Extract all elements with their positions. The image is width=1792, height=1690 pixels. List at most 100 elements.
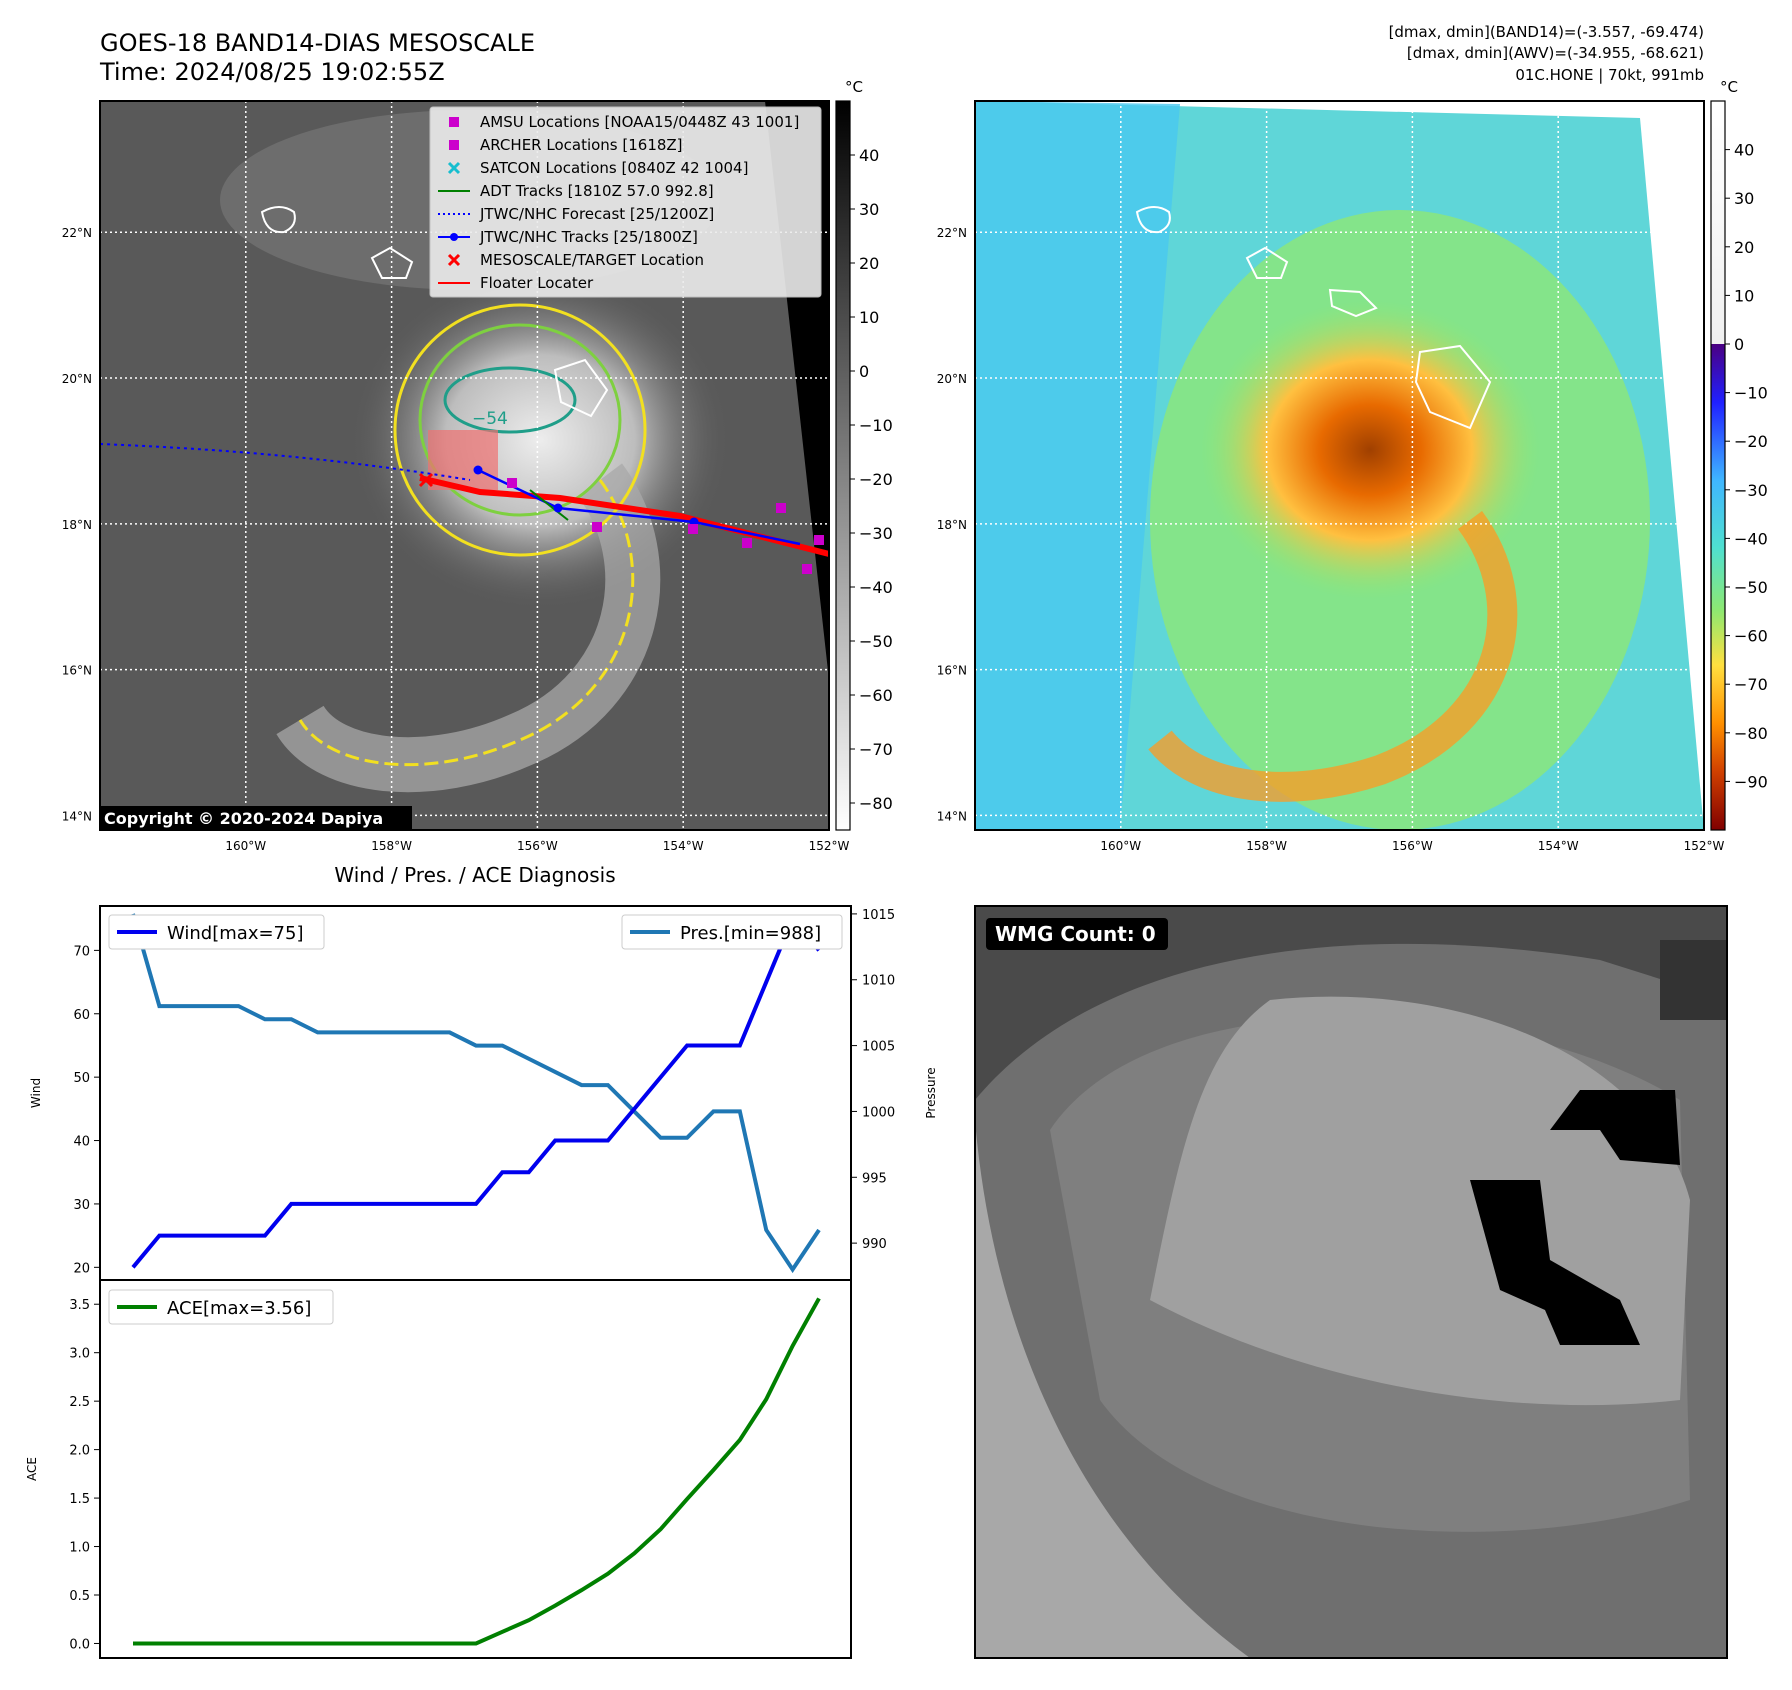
jtwc-track-point — [473, 465, 483, 475]
storm-cloud-mass — [350, 270, 730, 610]
colorbar-tick-label: −70 — [859, 740, 893, 759]
lon-tick-label: 160°W — [225, 839, 266, 853]
colorbar-tick-label: −80 — [859, 794, 893, 813]
legend-item-label: SATCON Locations [0840Z 42 1004] — [480, 159, 748, 177]
lon-tick-label: 152°W — [809, 839, 850, 853]
wmg-eye-black-small — [1550, 1090, 1680, 1165]
archer-location-marker — [742, 538, 752, 548]
legend-box — [429, 106, 822, 298]
pressure-axis-label: Pressure — [924, 1067, 938, 1118]
copyright-text: Copyright © 2020-2024 Dapiya — [104, 809, 383, 828]
colorbar-tick-label: 30 — [1734, 189, 1754, 208]
colorbar-tick-label: 0 — [1734, 335, 1744, 354]
archer-location-marker — [592, 522, 602, 532]
lon-tick-label: 156°W — [517, 839, 558, 853]
archer-location-marker — [688, 524, 698, 534]
colorbar-tick-label: 40 — [859, 146, 879, 165]
diagnosis-title: Wind / Pres. / ACE Diagnosis — [334, 863, 615, 887]
wmg-count-box — [986, 918, 1168, 950]
colorbar-tick-label: −90 — [1734, 772, 1768, 791]
lat-tick-label: 16°N — [62, 664, 92, 678]
color-colorbar-frame — [1710, 100, 1726, 831]
colorbar-tick-label: −10 — [859, 416, 893, 435]
colorbar-tick-label: −60 — [859, 686, 893, 705]
archer-location-marker — [814, 535, 824, 545]
pressure-tick-label: 1005 — [862, 1040, 895, 1055]
colorbar-tick-label: 20 — [859, 254, 879, 273]
legend-item-label: AMSU Locations [NOAA15/0448Z 43 1001] — [480, 113, 799, 131]
legend-marker-square — [449, 117, 459, 127]
ace-tick-label: 2.5 — [69, 1395, 90, 1410]
island-hawaii — [553, 358, 609, 418]
contour-label: −54 — [472, 409, 508, 429]
colorbar-tick-label: 10 — [859, 308, 879, 327]
wind-pressure-frame — [99, 905, 852, 1281]
lon-tick-label: 156°W — [1392, 839, 1433, 853]
legend-item: MESOSCALE/TARGET Location — [447, 251, 704, 269]
wmg-ring-light — [975, 1120, 1250, 1658]
lon-tick-label: 158°W — [1246, 839, 1287, 853]
color-colorbar-upper — [1711, 101, 1725, 344]
colorbar-tick-label: −40 — [1734, 529, 1768, 548]
jtwc-forecast-track — [100, 443, 471, 481]
island-oahu — [370, 246, 414, 279]
legend-item-label: JTWC/NHC Tracks [25/1800Z] — [479, 228, 698, 246]
wmg-eye-black — [1470, 1180, 1640, 1345]
ace-frame — [99, 1279, 852, 1659]
color-colorbar-unit: °C — [1720, 78, 1738, 96]
gray-colorbar-gradient — [835, 100, 851, 831]
colorbar-tick-label: −70 — [1734, 675, 1768, 694]
awv-dry-west — [975, 101, 1180, 830]
pressure-legend: Pres.[min=988] — [621, 914, 843, 950]
legend-marker-dot — [450, 233, 458, 241]
jtwc-track — [477, 468, 801, 546]
colorbar-tick-label: 0 — [859, 362, 869, 381]
color-colorbar-lower — [1711, 344, 1725, 830]
lat-tick-label: 22°N — [62, 226, 92, 240]
wind-axis-label: Wind — [29, 1078, 43, 1108]
lon-labels-left: 160°W 158°W 156°W 154°W 152°W — [225, 839, 849, 853]
wind-tick-label: 60 — [73, 1008, 90, 1023]
colorbar-tick-label: −50 — [1734, 578, 1768, 597]
colorbar-tick-label: −30 — [1734, 481, 1768, 500]
lon-tick-label: 154°W — [1538, 839, 1579, 853]
pressure-tick-label: 995 — [862, 1171, 887, 1186]
ace-axis-label: ACE — [25, 1457, 39, 1481]
legend-item: SATCON Locations [0840Z 42 1004] — [447, 159, 748, 177]
ace-tick-label: 0.5 — [69, 1589, 90, 1604]
ir-map-panel: −54 — [62, 100, 850, 853]
pressure-tick-label: 1000 — [862, 1105, 895, 1120]
contour-green-outer — [418, 323, 622, 517]
legend-marker-x — [447, 161, 461, 175]
gray-colorbar: °C 40 30 20 10 0 −10 −20 −30 −40 −50 −60 −70 −80 — [835, 78, 893, 831]
legend-item-label: ADT Tracks [1810Z 57.0 992.8] — [480, 182, 714, 200]
colorbar-tick-label: −60 — [1734, 627, 1768, 646]
wmg-frame — [974, 905, 1728, 1659]
colorbar-tick-label: −20 — [859, 470, 893, 489]
wind-tick-label: 40 — [73, 1135, 90, 1150]
color-colorbar: °C 40 30 20 10 0 −10 −20 −30 −40 −50 −60 −70 −80 −90 — [1710, 78, 1768, 831]
colorbar-tick-label: −20 — [1734, 432, 1768, 451]
lat-lon-grid-right — [975, 101, 1704, 830]
legend-marker-x — [447, 253, 461, 267]
legend-item: ADT Tracks [1810Z 57.0 992.8] — [438, 182, 714, 200]
ace-legend: ACE[max=3.56] — [108, 1289, 334, 1325]
island-kauai-r — [1135, 206, 1171, 234]
awv-map-frame — [974, 100, 1705, 831]
island-kauai — [260, 206, 296, 234]
wind-tick-label: 20 — [73, 1261, 90, 1276]
ir-map-frame — [99, 100, 830, 831]
ace-tick-label: 0.0 — [69, 1637, 90, 1652]
figure-time: Time: 2024/08/25 19:02:55Z — [99, 58, 445, 86]
lon-tick-label: 158°W — [371, 839, 412, 853]
awv-spiral-band — [1148, 511, 1518, 802]
wind-tick-label: 50 — [73, 1071, 90, 1086]
ace-chart: 3.5 3.0 2.5 2.0 1.5 1.0 0.5 0.0 ACE ACE[max=3.5… — [25, 1279, 852, 1659]
pressure-tick-label: 990 — [862, 1237, 887, 1252]
ace-tick-label: 2.0 — [69, 1444, 90, 1459]
wmg-gray-block — [1660, 940, 1727, 1020]
ace-legend-box — [108, 1289, 334, 1325]
map-legend: AMSU Locations [NOAA15/0448Z 43 1001] ARC… — [429, 106, 822, 298]
stats-awv: [dmax, dmin](AWV)=(-34.955, -68.621) — [1407, 44, 1704, 62]
